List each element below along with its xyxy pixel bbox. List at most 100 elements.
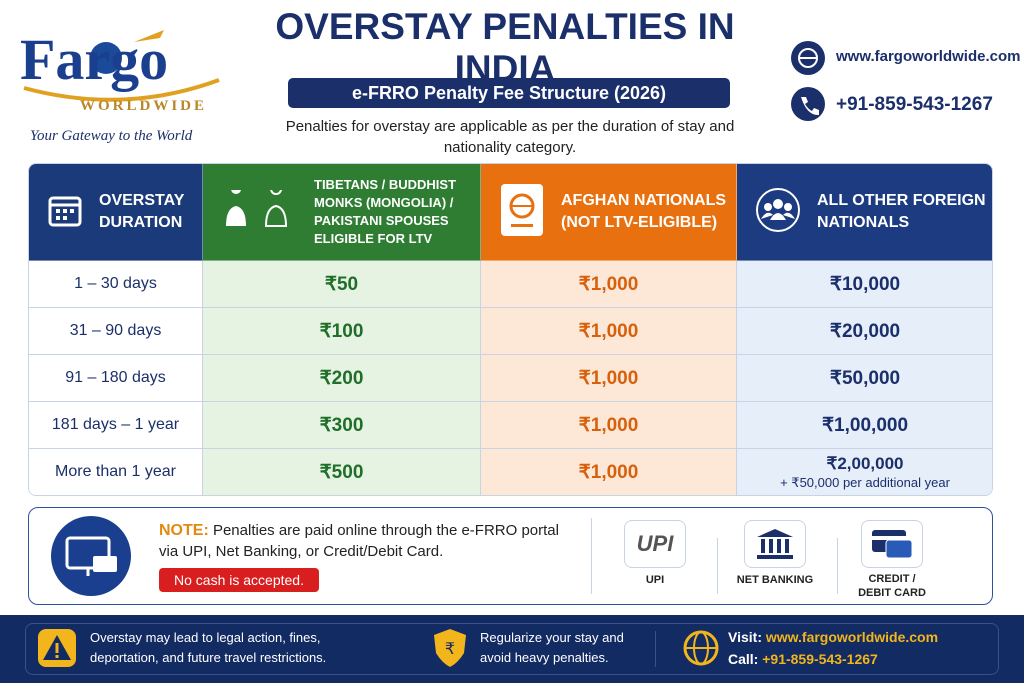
column-header-text: OVERSTAY DURATION xyxy=(99,192,185,231)
website: www.fargoworldwide.com xyxy=(836,48,1021,65)
logo-mark xyxy=(23,30,220,102)
visit-label: Visit: xyxy=(728,629,762,645)
duration-cell: 91 – 180 days xyxy=(29,355,203,402)
footer: Overstay may lead to legal action, fines… xyxy=(0,615,1024,683)
penalty-cell-text: ₹200 xyxy=(319,367,364,389)
column-header: OVERSTAY DURATION xyxy=(29,164,203,261)
penalty-cell-text: ₹1,000 xyxy=(578,414,639,436)
icon xyxy=(48,196,82,226)
penalty-cell-text: ₹1,000 xyxy=(578,461,639,483)
penalty-cell-text: ₹500 xyxy=(319,461,364,483)
column-header-text: TIBETANS / BUDDHIST MONKS (MONGOLIA) / P… xyxy=(314,177,457,246)
method-label: UPI xyxy=(645,574,665,586)
shield-icon: ₹ xyxy=(434,629,466,667)
duration-cell-text: 31 – 90 days xyxy=(69,322,162,339)
warning-icon xyxy=(38,629,76,667)
column-icon xyxy=(47,192,83,233)
subtitle: e-FRRO Penalty Fee Structure (2026) xyxy=(288,78,730,108)
note-box: NOTE: Penalties are paid online through … xyxy=(28,507,993,605)
penalty-cell: ₹1,000 xyxy=(481,308,737,355)
penalty-cell: ₹20,000 xyxy=(737,308,992,355)
column-header: AFGHAN NATIONALS (NOT LTV-ELIGIBLE) xyxy=(481,164,737,261)
svg-text:₹: ₹ xyxy=(445,641,455,658)
footer-advice: Regularize your stay and avoid heavy pen… xyxy=(480,630,624,665)
penalty-cell-text: ₹10,000 xyxy=(829,273,901,295)
penalty-table: OVERSTAY DURATION TIBETANS / BUDDHIST MON… xyxy=(28,163,993,496)
card-icon xyxy=(861,520,923,568)
penalty-cell: ₹1,000 xyxy=(481,402,737,449)
logo: Fargo WORLDWIDE xyxy=(14,20,234,120)
column-header-text: AFGHAN NATIONALS (NOT LTV-ELIGIBLE) xyxy=(561,192,727,231)
penalty-cell-text: ₹50,000 xyxy=(829,367,901,389)
divider xyxy=(655,631,656,667)
method-label: NET BANKING xyxy=(736,574,814,586)
logo-name: Fargo xyxy=(20,27,169,92)
penalty-cell-text: ₹1,00,000 xyxy=(821,414,909,436)
method-label: CREDIT / DEBIT CARD xyxy=(858,573,926,599)
footer-website: www.fargoworldwide.com xyxy=(765,629,939,645)
penalty-cell: ₹50,000 xyxy=(737,355,992,402)
penalty-cell-text: ₹50 xyxy=(324,273,359,295)
divider xyxy=(717,538,718,594)
duration-cell-text: More than 1 year xyxy=(55,463,176,480)
duration-cell-text: 1 – 30 days xyxy=(74,275,157,292)
footer-warning: Overstay may lead to legal action, fines… xyxy=(90,630,327,665)
penalty-cell: ₹100 xyxy=(203,308,481,355)
penalty-cell-text: ₹20,000 xyxy=(829,320,901,342)
footer-phone: +91-859-543-1267 xyxy=(762,651,878,667)
bank-icon xyxy=(744,520,806,568)
icon xyxy=(501,183,543,236)
penalty-cell-text: ₹1,000 xyxy=(578,367,639,389)
no-cash: No cash is accepted. xyxy=(159,568,319,592)
footer-contact: Visit: www.fargoworldwide.com Call: +91-8… xyxy=(728,626,938,670)
duration-cell: 31 – 90 days xyxy=(29,308,203,355)
call-label: Call: xyxy=(728,651,759,667)
penalty-cell-text: ₹2,00,000 xyxy=(826,453,904,473)
penalty-cell: ₹1,000 xyxy=(481,449,737,495)
column-icon xyxy=(755,187,801,238)
duration-cell: More than 1 year xyxy=(29,449,203,495)
duration-cell-text: 91 – 180 days xyxy=(65,369,166,386)
penalty-cell-text: ₹100 xyxy=(319,320,364,342)
note-text: NOTE: Penalties are paid online through … xyxy=(159,520,579,562)
divider xyxy=(837,538,838,594)
payment-icon xyxy=(51,516,131,596)
penalty-cell-text: ₹1,000 xyxy=(578,320,639,342)
column-header-text: ALL OTHER FOREIGN NATIONALS xyxy=(817,192,986,231)
penalty-cell: ₹300 xyxy=(203,402,481,449)
note-body: Penalties are paid online through the e-… xyxy=(159,522,559,560)
globe-icon xyxy=(683,630,719,666)
duration-cell: 181 days – 1 year xyxy=(29,402,203,449)
column-header: ALL OTHER FOREIGN NATIONALS xyxy=(737,164,992,261)
contact-icons xyxy=(791,41,825,121)
duration-cell: 1 – 30 days xyxy=(29,261,203,308)
note-label: NOTE: xyxy=(159,522,209,539)
intro: Penalties for overstay are applicable as… xyxy=(285,118,735,156)
penalty-cell: ₹1,00,000 xyxy=(737,402,992,449)
icon xyxy=(756,187,800,232)
penalty-cell-text: ₹1,000 xyxy=(578,273,639,295)
penalty-cell: ₹10,000 xyxy=(737,261,992,308)
penalty-cell: ₹200 xyxy=(203,355,481,402)
phone: +91-859-543-1267 xyxy=(836,94,993,115)
footer-frame xyxy=(25,623,999,675)
divider xyxy=(591,518,592,594)
column-header: TIBETANS / BUDDHIST MONKS (MONGOLIA) / P… xyxy=(203,164,481,261)
column-icon xyxy=(218,182,298,235)
tagline: Your Gateway to the World xyxy=(30,128,193,144)
duration-cell-text: 181 days – 1 year xyxy=(51,416,180,433)
penalty-cell: ₹1,000 xyxy=(481,355,737,402)
extra-note: + ₹50,000 per additional year xyxy=(780,474,950,490)
column-icon xyxy=(499,182,545,243)
title: OVERSTAY PENALTIES IN INDIA xyxy=(275,6,735,89)
penalty-cell-text: ₹300 xyxy=(319,414,364,436)
penalty-cell: ₹2,00,000 + ₹50,000 per additional year xyxy=(737,449,992,495)
upi-logo: UPI xyxy=(624,520,686,568)
logo-sub: WORLDWIDE xyxy=(80,98,208,114)
penalty-cell: ₹50 xyxy=(203,261,481,308)
penalty-cell: ₹500 xyxy=(203,449,481,495)
icon xyxy=(226,182,288,227)
penalty-cell: ₹1,000 xyxy=(481,261,737,308)
